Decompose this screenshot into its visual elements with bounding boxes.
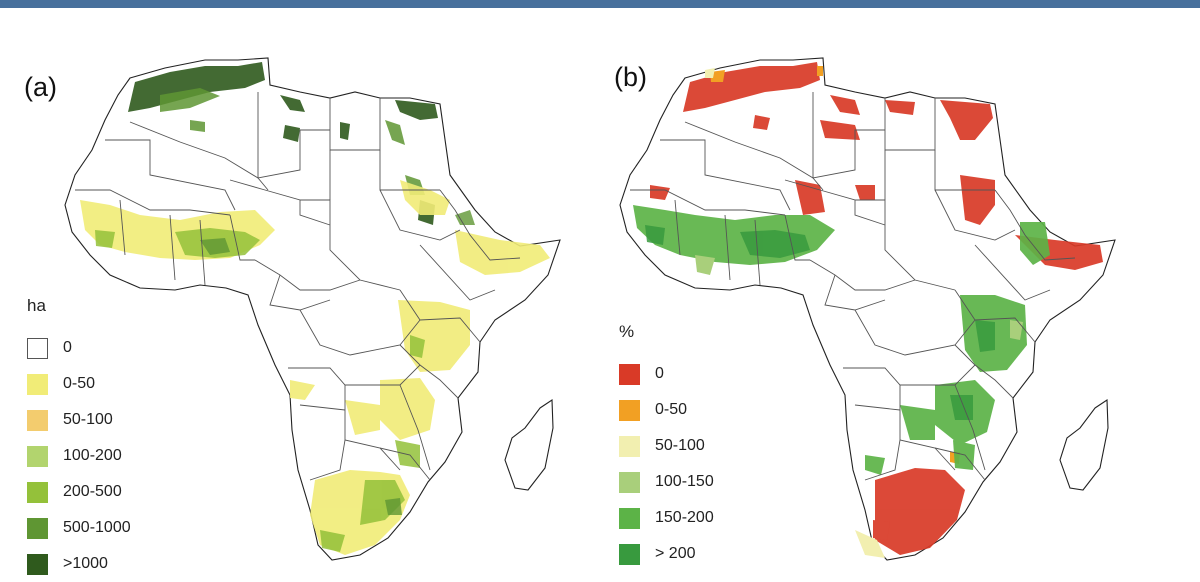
panel-b-legend-label: 100-150	[655, 473, 714, 490]
panel-b-legend-item: 150-200	[619, 500, 714, 536]
panel-a-legend-label: 50-100	[63, 411, 113, 428]
panel-a-legend-item: 200-500	[27, 474, 131, 510]
panel-b-legend-item: 0	[619, 356, 714, 392]
panel-a-label: (a)	[24, 72, 57, 102]
panel-a-legend-item: 0-50	[27, 366, 131, 402]
panel-b-legend-label: 150-200	[655, 509, 714, 526]
panel-a-legend-item: 500-1000	[27, 510, 131, 546]
panel-a-legend-label: 0-50	[63, 375, 96, 392]
panel-a-legend-item: 0	[27, 330, 131, 366]
panel-a-legend-swatch	[27, 409, 48, 431]
panel-a-legend-swatch	[27, 481, 48, 503]
panel-a-legend-label: 200-500	[63, 483, 122, 500]
panel-b-legend-label: 0	[655, 365, 664, 382]
map-panel-b	[619, 57, 1116, 561]
legend-b-items: 0 0-50 50-100 100-150 150-200 > 200	[619, 356, 714, 572]
legend-panel-a: ha 0 0-50 50-100 100-200 200-500 500-1000 >100…	[27, 296, 131, 582]
legend-a-title: ha	[27, 296, 46, 315]
panel-a-legend-swatch	[27, 445, 48, 467]
top-rule	[0, 0, 1200, 8]
panel-a-legend-swatch	[27, 517, 48, 539]
panel-b-label: (b)	[614, 62, 647, 92]
panel-a-legend-item: >1000	[27, 546, 131, 582]
panel-a-legend-swatch	[27, 553, 48, 575]
panel-a-legend-item: 50-100	[27, 402, 131, 438]
legend-panel-b: % 0 0-50 50-100 100-150 150-200 > 200	[619, 322, 714, 572]
panel-a-legend-swatch	[27, 373, 48, 395]
panel-a-legend-label: 0	[63, 339, 72, 356]
map-panel-a	[64, 57, 561, 561]
panel-a-legend-swatch	[27, 337, 48, 359]
legend-b-title: %	[619, 322, 635, 341]
panel-a-legend-label: 100-200	[63, 447, 122, 464]
panel-b-legend-item: 100-150	[619, 464, 714, 500]
panel-a-legend-item: 100-200	[27, 438, 131, 474]
panel-b-legend-item: 50-100	[619, 428, 714, 464]
panel-a-legend-label: >1000	[63, 555, 108, 572]
panel-b-legend-swatch	[619, 507, 640, 529]
panel-b-legend-item: 0-50	[619, 392, 714, 428]
panel-a-legend-label: 500-1000	[63, 519, 131, 536]
panel-b-legend-swatch	[619, 435, 640, 457]
panel-b-legend-label: 50-100	[655, 437, 705, 454]
panel-b-legend-label: 0-50	[655, 401, 688, 418]
panel-b-legend-swatch	[619, 363, 640, 385]
panel-b-legend-swatch	[619, 471, 640, 493]
legend-a-items: 0 0-50 50-100 100-200 200-500 500-1000 >1000	[27, 330, 131, 582]
panel-b-legend-swatch	[619, 543, 640, 565]
panel-b-legend-item: > 200	[619, 536, 714, 572]
panel-b-legend-label: > 200	[655, 545, 696, 562]
panel-b-legend-swatch	[619, 399, 640, 421]
